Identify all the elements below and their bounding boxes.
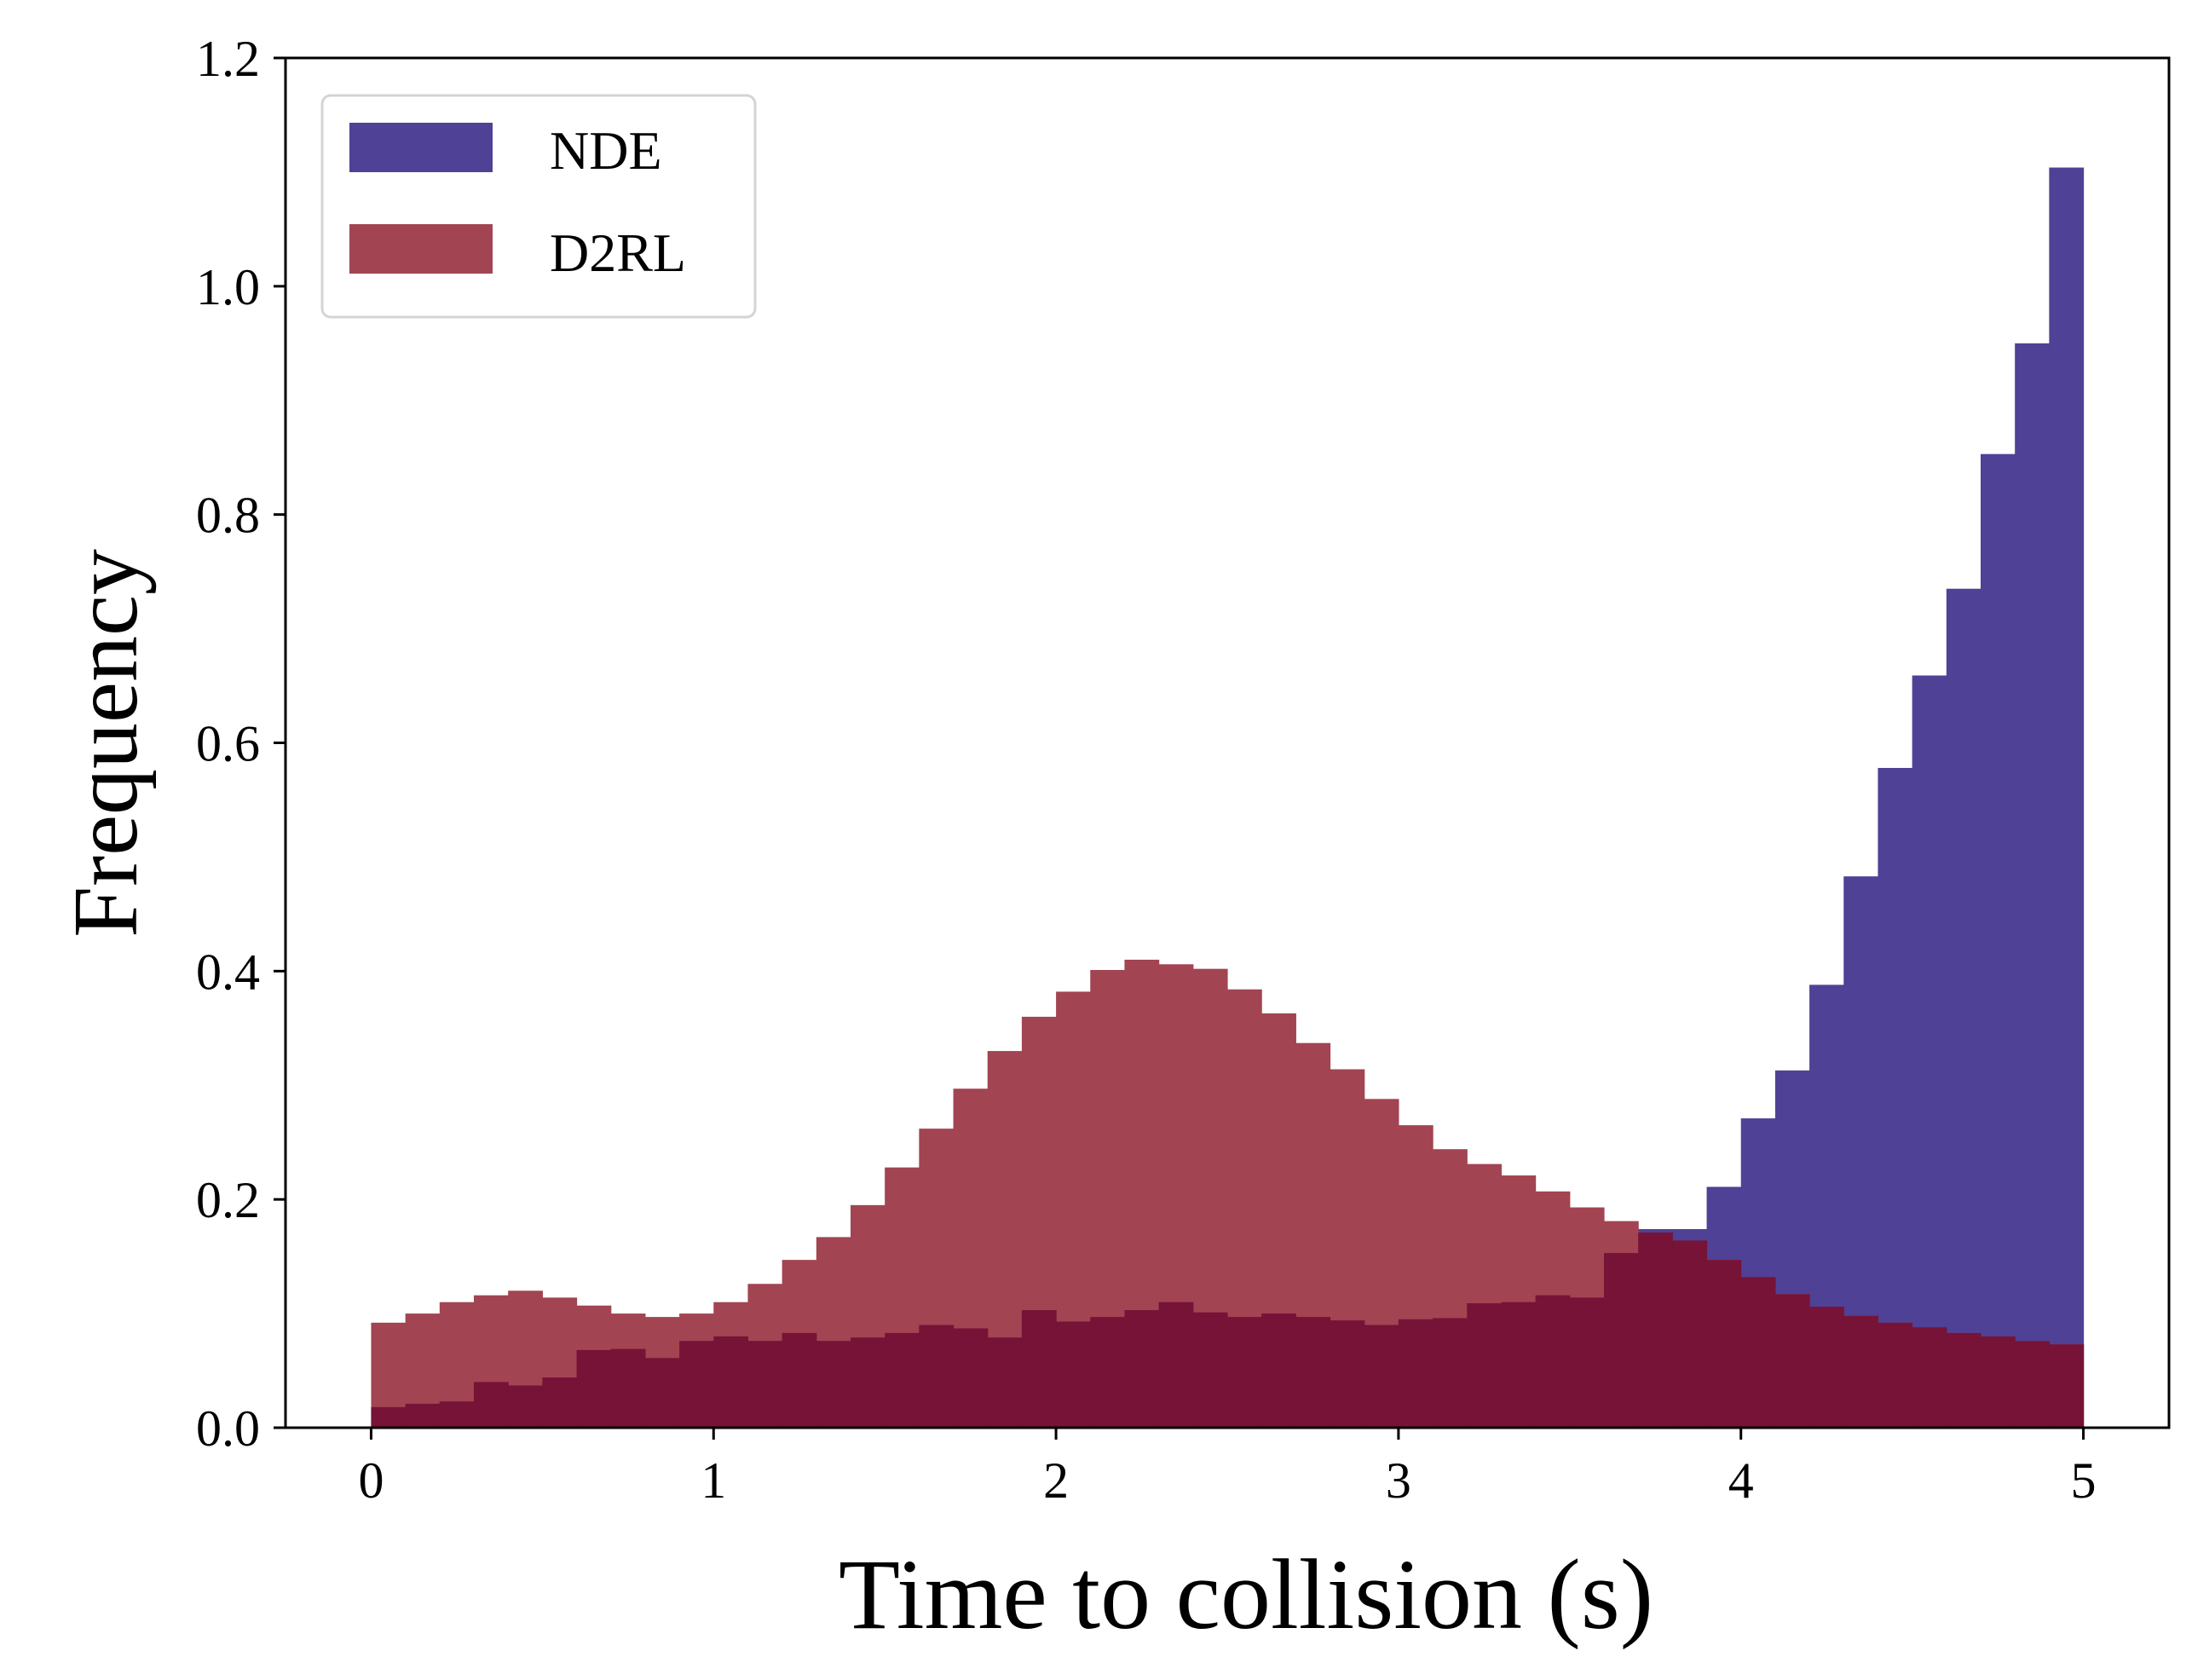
x-tick-label: 4	[1728, 1452, 1754, 1509]
legend-swatch-nde	[349, 123, 493, 172]
y-axis-label: Frequency	[55, 549, 157, 938]
overlap-bar	[1706, 1260, 1742, 1428]
overlap-bar	[1946, 1332, 1981, 1428]
overlap-bar	[747, 1341, 783, 1428]
overlap-bar	[576, 1349, 612, 1428]
overlap-bar	[1330, 1320, 1365, 1428]
overlap-bar	[782, 1332, 817, 1428]
legend: NDE D2RL	[320, 94, 757, 319]
overlap-bar	[1638, 1233, 1673, 1428]
y-axis-ticks: 0.0 0.2 0.4 0.6 0.8 1.0 1.2	[196, 31, 286, 1457]
overlap-bar	[1398, 1319, 1433, 1428]
overlap-bar	[1569, 1297, 1605, 1428]
nde-bar	[1912, 675, 1947, 1428]
overlap-bars	[371, 1233, 2085, 1428]
overlap-bar	[1192, 1312, 1228, 1428]
nde-bar	[2015, 343, 2050, 1428]
overlap-bar	[1090, 1317, 1126, 1428]
nde-bars	[371, 167, 2085, 1429]
overlap-bar	[1535, 1295, 1571, 1428]
nde-bar	[1946, 588, 1981, 1428]
overlap-bar	[1981, 1336, 2016, 1428]
x-axis-label: Time to collision (s)	[839, 1539, 1653, 1650]
overlap-bar	[987, 1337, 1023, 1428]
overlap-bar	[1912, 1327, 1947, 1428]
overlap-bar	[1467, 1303, 1503, 1428]
x-tick-label: 3	[1386, 1452, 1411, 1509]
overlap-bar	[1843, 1315, 1879, 1428]
overlap-bar	[816, 1341, 851, 1428]
overlap-bar	[474, 1382, 509, 1428]
y-tick-label: 0.2	[196, 1172, 260, 1228]
nde-bar	[1981, 453, 2016, 1429]
y-tick-label: 0.6	[196, 716, 260, 772]
x-axis-ticks: 0 1 2 3 4 5	[358, 1428, 2097, 1509]
overlap-bar	[1124, 1310, 1160, 1428]
overlap-bar	[679, 1341, 714, 1428]
overlap-bar	[1501, 1302, 1537, 1428]
overlap-bar	[1056, 1321, 1091, 1428]
nde-bar	[1878, 767, 1913, 1428]
legend-label-nde: NDE	[550, 120, 662, 181]
overlap-bar	[1227, 1317, 1262, 1428]
y-tick-label: 1.0	[196, 259, 260, 315]
x-tick-label: 0	[358, 1452, 384, 1509]
overlap-bar	[2049, 1344, 2085, 1428]
overlap-bar	[1364, 1325, 1399, 1428]
nde-bar	[2049, 167, 2085, 1428]
x-tick-label: 2	[1043, 1452, 1069, 1509]
overlap-bar	[1740, 1277, 1776, 1428]
x-tick-label: 1	[701, 1452, 726, 1509]
overlap-bar	[644, 1358, 680, 1428]
overlap-bar	[1672, 1240, 1708, 1428]
overlap-bar	[1774, 1294, 1810, 1428]
overlap-bar	[371, 1406, 407, 1428]
y-tick-label: 0.0	[196, 1400, 260, 1457]
overlap-bar	[439, 1401, 475, 1428]
legend-label-d2rl: D2RL	[550, 222, 686, 283]
overlap-bar	[508, 1385, 543, 1428]
legend-swatch-d2rl	[349, 224, 493, 274]
overlap-bar	[713, 1336, 749, 1428]
overlap-bar	[919, 1325, 955, 1428]
overlap-bar	[1295, 1317, 1331, 1428]
overlap-bar	[1809, 1307, 1844, 1428]
overlap-bar	[1878, 1322, 1913, 1428]
overlap-bar	[405, 1403, 441, 1428]
overlap-bar	[1261, 1313, 1296, 1428]
y-tick-label: 1.2	[196, 31, 260, 87]
overlap-bar	[542, 1377, 578, 1428]
overlap-bar	[885, 1332, 920, 1428]
overlap-bar	[1433, 1318, 1468, 1428]
overlap-bar	[1158, 1302, 1194, 1428]
overlap-bar	[1021, 1310, 1057, 1428]
overlap-bar	[851, 1337, 885, 1428]
x-tick-label: 5	[2071, 1452, 2097, 1509]
overlap-bar	[1604, 1253, 1639, 1428]
overlap-bar	[2015, 1341, 2050, 1428]
overlap-bar	[953, 1328, 989, 1428]
overlap-bar	[610, 1348, 646, 1428]
y-tick-label: 0.4	[196, 944, 260, 1000]
y-tick-label: 0.8	[196, 488, 260, 544]
